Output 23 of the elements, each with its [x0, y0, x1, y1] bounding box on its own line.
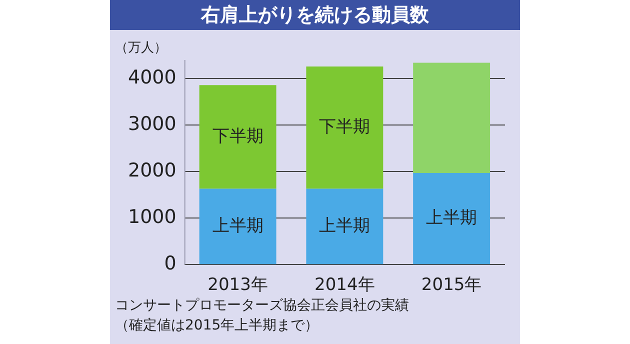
x-tick-label: 2015年: [421, 275, 482, 296]
text: 上半期: [319, 216, 370, 236]
bar: [199, 85, 276, 189]
bar: [413, 62, 490, 173]
bar: [306, 66, 384, 189]
text: コンサートプロモーターズ協会正会員社の実績: [115, 298, 409, 314]
y-tick-label: 1000: [128, 206, 176, 228]
bar: [199, 188, 276, 264]
y-tick-label: 3000: [128, 113, 176, 136]
bar: [413, 172, 490, 264]
text: （確定値は2015年上半期まで）: [115, 318, 319, 334]
x-tick-label: 2014年: [314, 275, 375, 296]
y-tick-label: 4000: [128, 66, 176, 89]
y-tick-label: 2000: [128, 160, 176, 182]
text: 上半期: [426, 208, 478, 228]
chart-title: 右肩上がりを続ける動員数: [110, 0, 520, 30]
series-label: 上半期: [212, 216, 264, 236]
y-tick-label: 0: [164, 252, 176, 275]
x-tick-label: 2013年: [208, 275, 268, 296]
text: 下半期: [319, 117, 370, 138]
series-label: 下半期: [212, 126, 264, 146]
y-axis-title: （万人）: [115, 40, 167, 56]
bar: [306, 188, 384, 264]
